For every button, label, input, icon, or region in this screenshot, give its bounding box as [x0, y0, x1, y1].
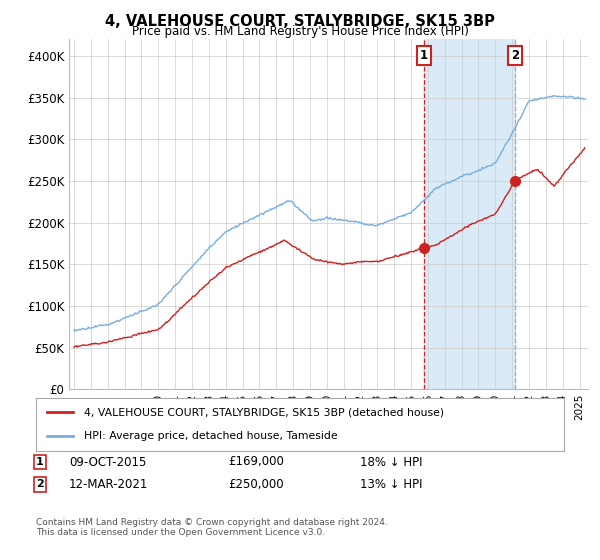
Text: 4, VALEHOUSE COURT, STALYBRIDGE, SK15 3BP (detached house): 4, VALEHOUSE COURT, STALYBRIDGE, SK15 3B… — [83, 408, 443, 418]
Text: 2: 2 — [36, 479, 44, 489]
Text: £169,000: £169,000 — [228, 455, 284, 469]
Text: HPI: Average price, detached house, Tameside: HPI: Average price, detached house, Tame… — [83, 431, 337, 441]
Text: 18% ↓ HPI: 18% ↓ HPI — [360, 455, 422, 469]
Text: 4, VALEHOUSE COURT, STALYBRIDGE, SK15 3BP: 4, VALEHOUSE COURT, STALYBRIDGE, SK15 3B… — [105, 14, 495, 29]
Text: 2: 2 — [511, 49, 520, 62]
Bar — [424, 39, 515, 389]
Text: 1: 1 — [420, 49, 428, 62]
Text: 12-MAR-2021: 12-MAR-2021 — [69, 478, 148, 491]
Text: 1: 1 — [36, 457, 44, 467]
Text: 09-OCT-2015: 09-OCT-2015 — [69, 455, 146, 469]
Text: Price paid vs. HM Land Registry's House Price Index (HPI): Price paid vs. HM Land Registry's House … — [131, 25, 469, 38]
Text: 13% ↓ HPI: 13% ↓ HPI — [360, 478, 422, 491]
Text: £250,000: £250,000 — [228, 478, 284, 491]
Text: Contains HM Land Registry data © Crown copyright and database right 2024.
This d: Contains HM Land Registry data © Crown c… — [36, 518, 388, 538]
